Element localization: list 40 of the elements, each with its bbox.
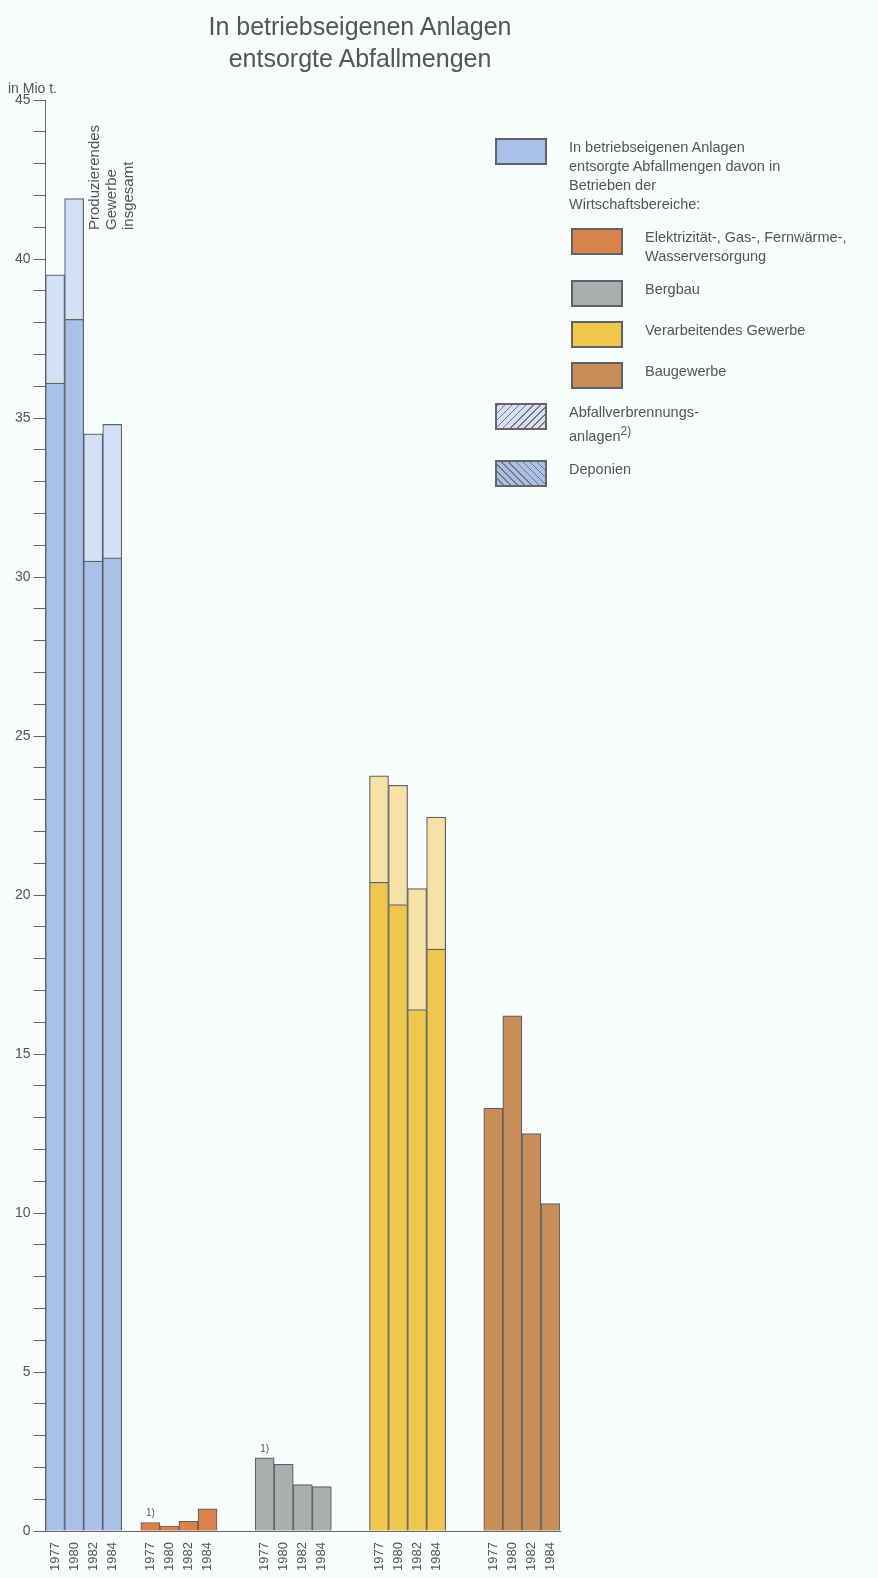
x-tick-label: 1977 [141, 1542, 157, 1571]
text: Verarbeitendes Gewerbe [645, 321, 806, 340]
x-tick-label: 1984 [542, 1542, 558, 1571]
x-tick-label: 1977 [370, 1542, 386, 1571]
x-tick-label: 1980 [503, 1542, 519, 1571]
text: In betriebseigenen Anlagen entsorgte Abfallmengen davon in Betrieben der Wirtschaftsbereiche: [569, 138, 782, 214]
y-tick-label: 5 [22, 1362, 31, 1379]
annotation: Produzierendes Gewerbe insgesamt [85, 124, 137, 230]
y-tick-label: 0 [22, 1521, 31, 1538]
x-tick-label: 1980 [160, 1542, 176, 1571]
y-tick-label: 20 [14, 885, 31, 902]
x-tick-label: 1982 [523, 1542, 538, 1571]
x-tick-label: 1982 [408, 1542, 424, 1571]
y-tick-label: 35 [14, 408, 31, 425]
y-tick-label: 25 [14, 726, 31, 743]
annotation: 1) [260, 1442, 270, 1454]
y-tick-label: 15 [14, 1044, 31, 1061]
x-tick-label: 1977 [256, 1542, 272, 1571]
text: Bergbau [645, 280, 700, 299]
text: Baugewerbe [645, 362, 727, 381]
x-tick-label: 1980 [65, 1542, 81, 1571]
x-tick-label: 1982 [294, 1542, 310, 1571]
x-tick-label: 1977 [484, 1542, 500, 1571]
y-tick-label: 40 [14, 249, 31, 266]
x-tick-label: 1982 [180, 1542, 196, 1571]
legend-label: Abfallverbrennungs-anlagen$^{2)}$ [569, 403, 700, 446]
text: Elektrizität-, Gas-, Fernwärme-, Wasserversorgung [645, 228, 848, 266]
y-tick-label: 30 [14, 567, 31, 584]
annotation: 1) [145, 1507, 155, 1519]
x-tick-label: 1984 [427, 1542, 443, 1571]
x-tick-label: 1982 [84, 1542, 100, 1571]
x-tick-label: 1980 [389, 1542, 405, 1571]
x-tick-label: 1977 [46, 1542, 62, 1571]
legend-label: Deponien [569, 459, 632, 479]
x-tick-label: 1984 [199, 1542, 215, 1571]
chart-title: In betriebseigenen Anlagen entsorgte Abfallmengen [207, 11, 513, 74]
y-tick-label: 10 [14, 1203, 31, 1220]
x-tick-label: 1984 [313, 1542, 329, 1571]
x-tick-label: 1980 [275, 1542, 291, 1571]
x-tick-label: 1984 [103, 1542, 119, 1571]
